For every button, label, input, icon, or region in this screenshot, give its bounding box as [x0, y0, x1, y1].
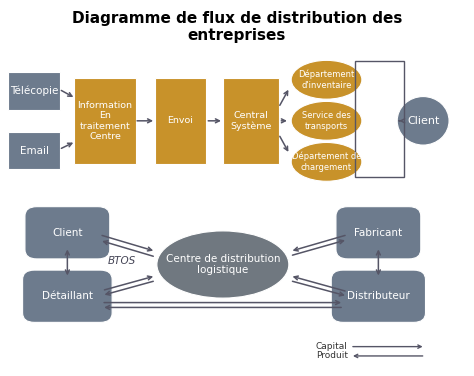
Ellipse shape: [157, 231, 289, 298]
Text: Client: Client: [407, 116, 439, 126]
Ellipse shape: [397, 97, 449, 145]
FancyBboxPatch shape: [9, 72, 60, 110]
Text: Central
Système: Central Système: [230, 111, 272, 131]
FancyBboxPatch shape: [155, 78, 206, 164]
Ellipse shape: [291, 143, 362, 181]
Text: Capital: Capital: [316, 342, 348, 351]
Ellipse shape: [291, 61, 362, 99]
Ellipse shape: [291, 102, 362, 140]
Text: Centre de distribution
logistique: Centre de distribution logistique: [165, 254, 280, 275]
FancyBboxPatch shape: [331, 270, 426, 322]
Text: BTOS: BTOS: [108, 256, 136, 266]
FancyBboxPatch shape: [74, 78, 136, 164]
Text: Information
En
traitement
Centre: Information En traitement Centre: [78, 101, 133, 141]
Text: Email: Email: [20, 146, 49, 156]
Text: Envoi: Envoi: [167, 116, 193, 125]
Text: Détaillant: Détaillant: [42, 291, 93, 301]
FancyBboxPatch shape: [25, 207, 110, 259]
Text: Distributeur: Distributeur: [347, 291, 410, 301]
FancyBboxPatch shape: [23, 270, 112, 322]
FancyBboxPatch shape: [223, 78, 279, 164]
Text: Diagramme de flux de distribution des
entreprises: Diagramme de flux de distribution des en…: [72, 11, 402, 43]
Text: Fabricant: Fabricant: [354, 228, 402, 238]
FancyBboxPatch shape: [9, 132, 60, 169]
Text: Service des
transports: Service des transports: [302, 111, 351, 130]
Text: Client: Client: [52, 228, 82, 238]
Text: Produit: Produit: [316, 352, 348, 361]
Text: Télécopie: Télécopie: [10, 86, 59, 96]
Text: Département de
chargement: Département de chargement: [292, 152, 361, 172]
Text: Département
d'inventaire: Département d'inventaire: [299, 70, 355, 90]
FancyBboxPatch shape: [336, 207, 421, 259]
